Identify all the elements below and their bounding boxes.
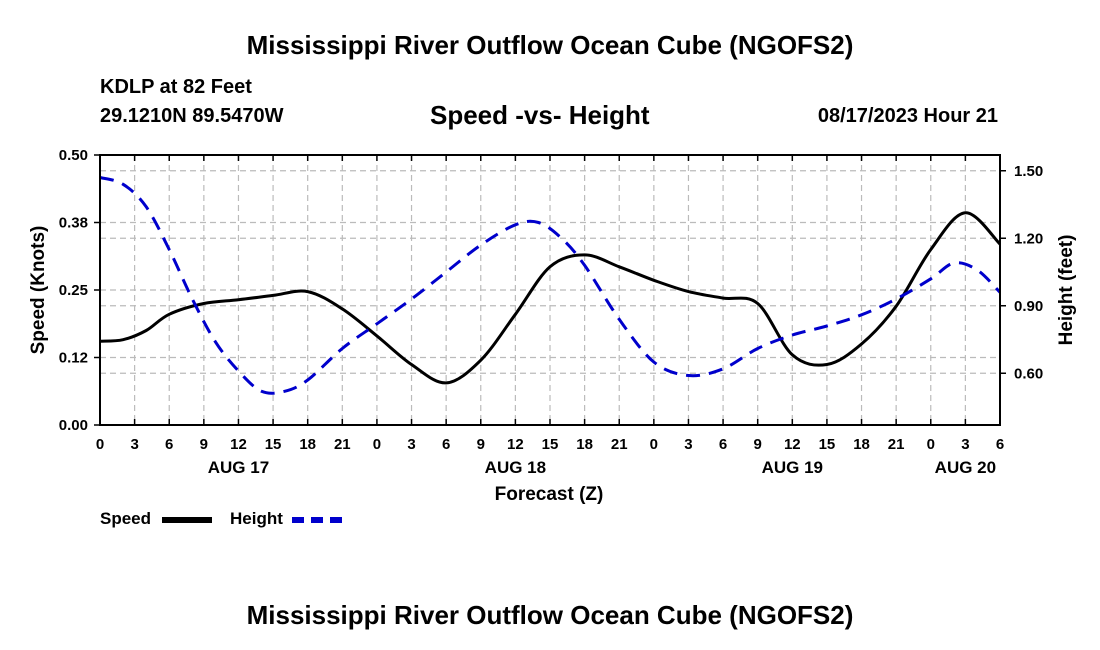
y-right-tick-label: 0.90 (1014, 298, 1043, 315)
x-tick-label: 12 (507, 436, 524, 453)
y-right-tick-label: 1.20 (1014, 230, 1043, 247)
y-axis-right-title: Height (feet) (1056, 235, 1077, 346)
y-left-tick-label: 0.00 (59, 417, 88, 434)
x-tick-label: 15 (542, 436, 559, 453)
legend-speed-label: Speed (100, 509, 152, 528)
x-tick-label: 21 (888, 436, 905, 453)
y-right-tick-label: 0.60 (1014, 365, 1043, 382)
y-left-tick-label: 0.38 (59, 215, 88, 232)
x-tick-label: 21 (334, 436, 351, 453)
x-date-label: AUG 17 (208, 458, 269, 477)
x-tick-label: 3 (130, 436, 138, 453)
x-tick-label: 18 (299, 436, 316, 453)
y-left-tick-label: 0.50 (59, 147, 88, 164)
chart-subtitle: Speed -vs- Height (430, 100, 650, 130)
x-tick-label: 6 (165, 436, 173, 453)
x-tick-label: 6 (996, 436, 1004, 453)
footer-title: Mississippi River Outflow Ocean Cube (NG… (246, 600, 854, 630)
x-tick-label: 15 (819, 436, 836, 453)
station-coordinates: 29.1210N 89.5470W (100, 105, 284, 127)
x-tick-label: 15 (265, 436, 282, 453)
legend-speed-swatch (162, 517, 212, 523)
x-date-label: AUG 20 (935, 458, 996, 477)
x-tick-label: 9 (200, 436, 208, 453)
x-date-label: AUG 19 (762, 458, 823, 477)
x-tick-label: 3 (684, 436, 692, 453)
x-tick-label: 21 (611, 436, 628, 453)
series-line-speed (99, 211, 1002, 385)
x-tick-label: 0 (927, 436, 935, 453)
y-left-tick-label: 0.25 (59, 282, 88, 299)
x-tick-label: 18 (853, 436, 870, 453)
x-tick-label: 18 (576, 436, 593, 453)
x-axis-title: Forecast (Z) (495, 484, 604, 505)
x-tick-label: 9 (754, 436, 762, 453)
series-line-height (99, 176, 1002, 395)
chart-title: Mississippi River Outflow Ocean Cube (NG… (246, 30, 854, 60)
x-tick-label: 0 (96, 436, 104, 453)
y-right-tick-label: 1.50 (1014, 163, 1043, 180)
axes: 0 3 6 9 12 15 18 21 0 3 6 9 12 15 18 21 0 3 6 9 12 15 18 21 0 3 6A… (59, 147, 1043, 477)
legend-height-label: Height (230, 509, 283, 528)
series-layer (99, 176, 1002, 395)
x-tick-label: 12 (784, 436, 801, 453)
legend-height-swatch (292, 517, 342, 523)
station-label: KDLP at 82 Feet (100, 76, 252, 98)
y-axis-left-title: Speed (Knots) (28, 226, 49, 355)
grid (100, 155, 1000, 425)
x-tick-label: 12 (230, 436, 247, 453)
x-tick-label: 0 (650, 436, 658, 453)
x-tick-label: 6 (442, 436, 450, 453)
x-tick-label: 6 (719, 436, 727, 453)
x-tick-label: 9 (477, 436, 485, 453)
x-tick-label: 3 (961, 436, 969, 453)
x-tick-label: 0 (373, 436, 381, 453)
y-left-tick-label: 0.12 (59, 350, 88, 367)
forecast-timestamp: 08/17/2023 Hour 21 (817, 105, 998, 127)
x-date-label: AUG 18 (485, 458, 546, 477)
x-tick-label: 3 (407, 436, 415, 453)
